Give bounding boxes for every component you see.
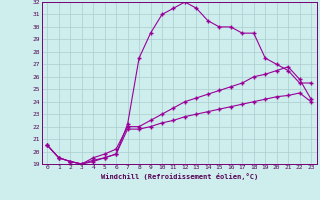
X-axis label: Windchill (Refroidissement éolien,°C): Windchill (Refroidissement éolien,°C) xyxy=(100,173,258,180)
